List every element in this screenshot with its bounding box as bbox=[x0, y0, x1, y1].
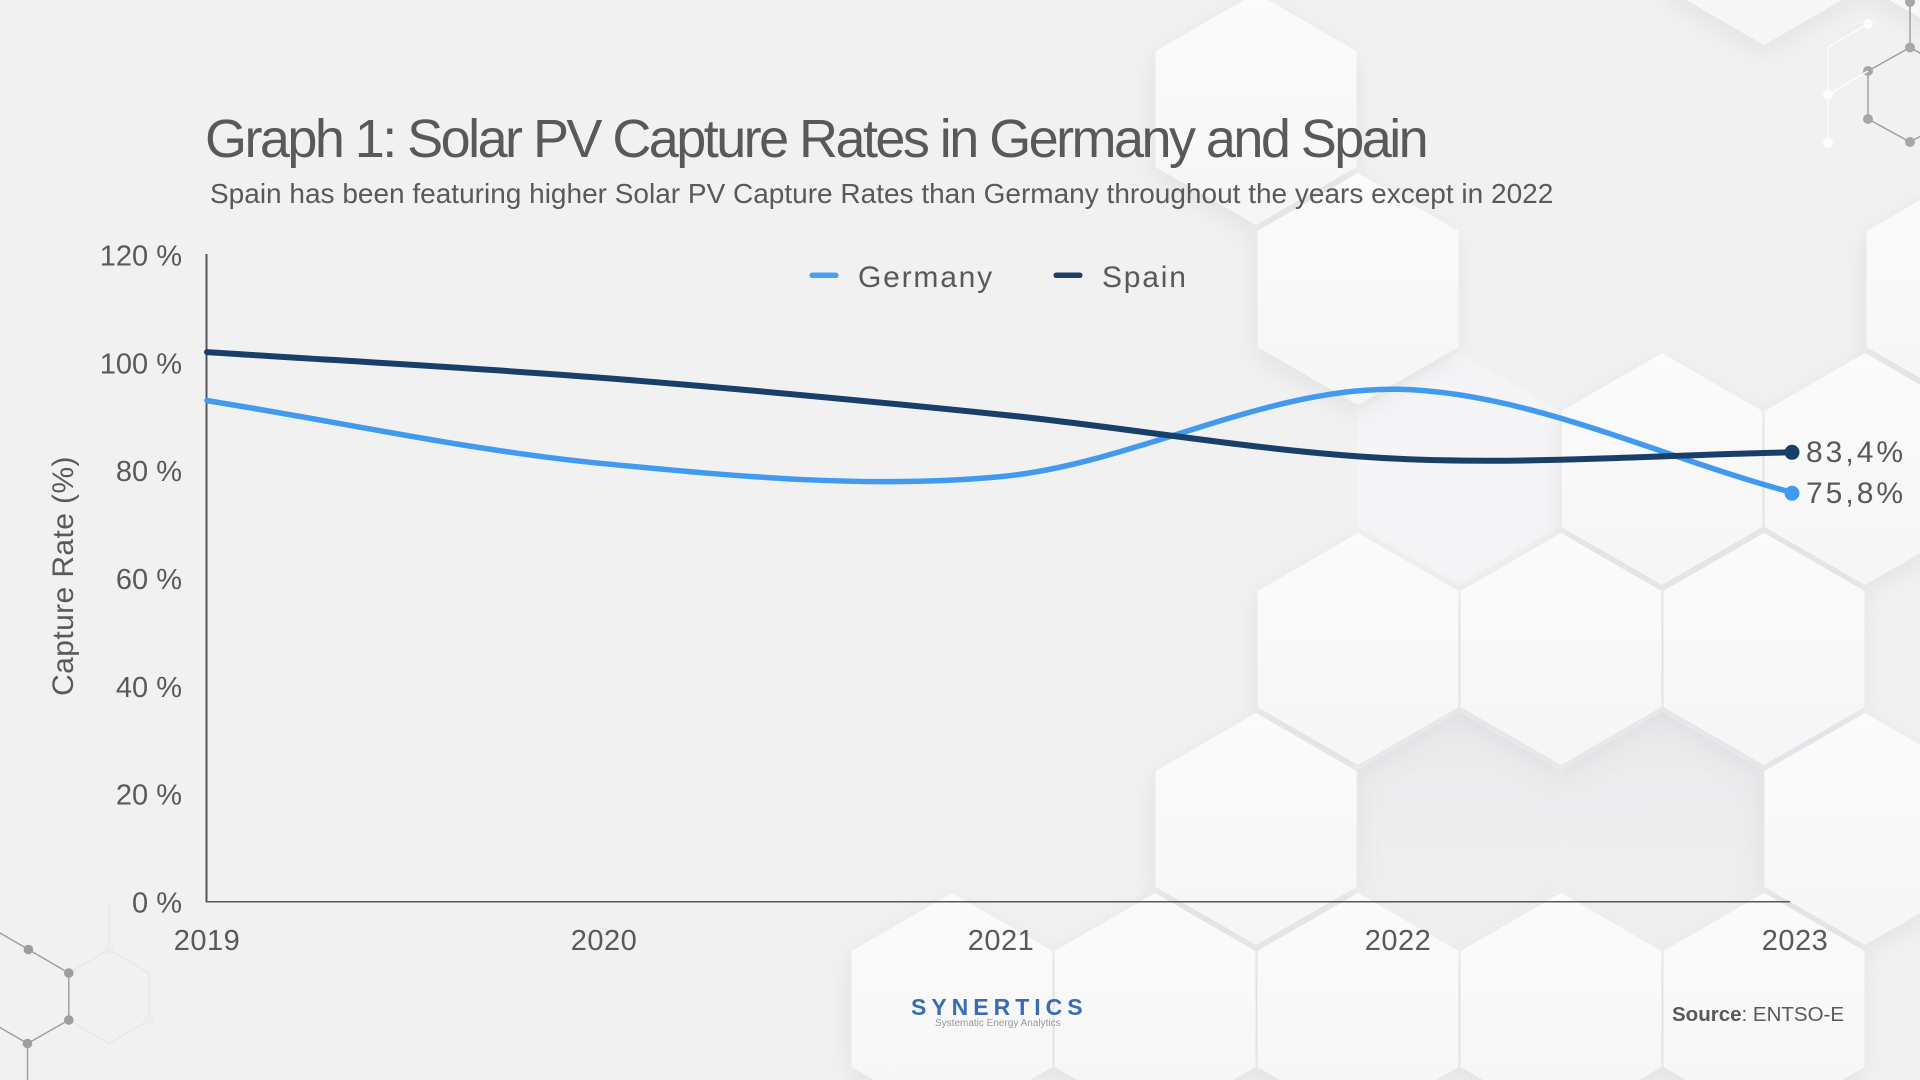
svg-text:2023: 2023 bbox=[1762, 925, 1829, 957]
svg-text:SYNERTICS: SYNERTICS bbox=[911, 994, 1088, 1020]
svg-text:2019: 2019 bbox=[174, 925, 241, 957]
svg-text:Capture Rate (%): Capture Rate (%) bbox=[47, 456, 80, 696]
svg-text:40 %: 40 % bbox=[116, 672, 182, 704]
svg-text:Spain: Spain bbox=[1102, 261, 1188, 294]
svg-text:120 %: 120 % bbox=[100, 241, 182, 273]
svg-text:60 %: 60 % bbox=[116, 564, 182, 596]
svg-text:Systematic Energy Analytics: Systematic Energy Analytics bbox=[935, 1018, 1061, 1029]
svg-text:2021: 2021 bbox=[968, 925, 1035, 957]
svg-text:83,4%: 83,4% bbox=[1806, 436, 1906, 469]
svg-text:2022: 2022 bbox=[1365, 925, 1432, 957]
svg-text:Graph 1: Solar PV Capture Rate: Graph 1: Solar PV Capture Rates in Germa… bbox=[205, 109, 1426, 169]
svg-text:Source: ENTSO-E: Source: ENTSO-E bbox=[1672, 1003, 1844, 1026]
svg-text:20 %: 20 % bbox=[116, 780, 182, 812]
svg-text:2020: 2020 bbox=[571, 925, 638, 957]
svg-text:75,8%: 75,8% bbox=[1806, 477, 1906, 510]
svg-text:Germany: Germany bbox=[858, 261, 994, 294]
svg-text:0 %: 0 % bbox=[132, 888, 182, 920]
svg-text:Spain has been featuring highe: Spain has been featuring higher Solar PV… bbox=[210, 178, 1553, 209]
svg-text:100 %: 100 % bbox=[100, 348, 182, 380]
svg-text:80 %: 80 % bbox=[116, 456, 182, 488]
